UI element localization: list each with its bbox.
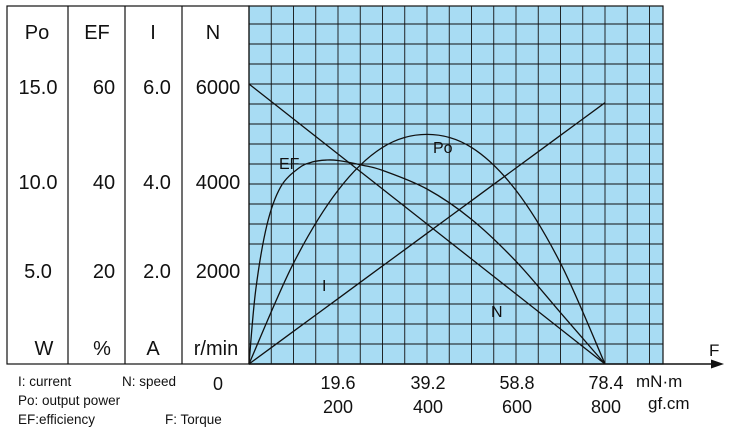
- x-tick-mnm: 58.8: [499, 373, 534, 393]
- legend-output-power: Po: output power: [18, 393, 121, 408]
- plot-background: [249, 6, 663, 364]
- x-tick-gfcm: 600: [502, 397, 532, 417]
- series-line-n: [248, 83, 606, 365]
- n-tick-label: 4000: [196, 172, 241, 194]
- unit-i: A: [146, 338, 160, 360]
- series-line-ef: [248, 159, 606, 365]
- header-n: N: [206, 22, 220, 44]
- curve-labels: EF Po I N: [279, 140, 503, 321]
- legend-notes: I: current N: speed Po: output power EF:…: [18, 374, 222, 427]
- header-po: Po: [25, 22, 49, 44]
- curve-label-i: I: [322, 278, 326, 295]
- curve-label-n: N: [491, 304, 503, 321]
- series-line-i: [248, 102, 606, 365]
- i-ticks: 6.0 4.0 2.0: [143, 77, 171, 283]
- column-headers: Po EF I N: [25, 22, 220, 44]
- x-axis-arrow: [711, 359, 724, 369]
- x-tick-gfcm: 200: [323, 397, 353, 417]
- n-tick-label: 6000: [196, 77, 241, 99]
- unit-po: W: [35, 338, 54, 360]
- left-scale-panel: [6, 5, 250, 365]
- ef-tick-label: 60: [93, 77, 115, 99]
- legend-efficiency: EF:efficiency: [18, 412, 95, 427]
- unit-n: r/min: [194, 338, 238, 360]
- series-line-po: [248, 133, 606, 365]
- po-tick-label: 5.0: [24, 261, 52, 283]
- x-tick-gfcm: 400: [413, 397, 443, 417]
- x-unit-mnm: mN·m: [636, 372, 682, 391]
- curve-label-po: Po: [433, 140, 453, 157]
- grid: [248, 5, 664, 365]
- n-ticks: 6000 4000 2000: [196, 77, 241, 283]
- ef-tick-label: 40: [93, 172, 115, 194]
- ef-ticks: 60 40 20: [93, 77, 115, 283]
- header-i: I: [150, 22, 156, 44]
- legend-torque: F: Torque: [165, 412, 222, 427]
- legend-current: I: current: [18, 374, 72, 389]
- unit-row: W % A r/min: [35, 338, 239, 360]
- x-tick-gfcm: 800: [591, 397, 621, 417]
- x-tick-mnm: 39.2: [410, 373, 445, 393]
- po-tick-label: 10.0: [19, 172, 58, 194]
- x-unit-gfcm: gf.cm: [648, 394, 690, 413]
- x-tick-mnm: 78.4: [588, 373, 623, 393]
- header-ef: EF: [84, 22, 110, 44]
- i-tick-label: 6.0: [143, 77, 171, 99]
- x-axis-letter: F: [709, 341, 719, 360]
- x-zero-label: 0: [213, 374, 223, 394]
- curves: [248, 83, 606, 365]
- i-tick-label: 2.0: [143, 261, 171, 283]
- ef-tick-label: 20: [93, 261, 115, 283]
- po-ticks: 15.0 10.0 5.0: [19, 77, 58, 283]
- po-tick-label: 15.0: [19, 77, 58, 99]
- x-axis: F 0 19.6 39.2 58.8 78.4 200 400 600 800 …: [213, 341, 724, 417]
- x-tick-mnm: 19.6: [320, 373, 355, 393]
- curve-label-ef: EF: [279, 156, 300, 173]
- legend-speed: N: speed: [122, 374, 176, 389]
- i-tick-label: 4.0: [143, 172, 171, 194]
- unit-ef: %: [93, 338, 111, 360]
- n-tick-label: 2000: [196, 261, 241, 283]
